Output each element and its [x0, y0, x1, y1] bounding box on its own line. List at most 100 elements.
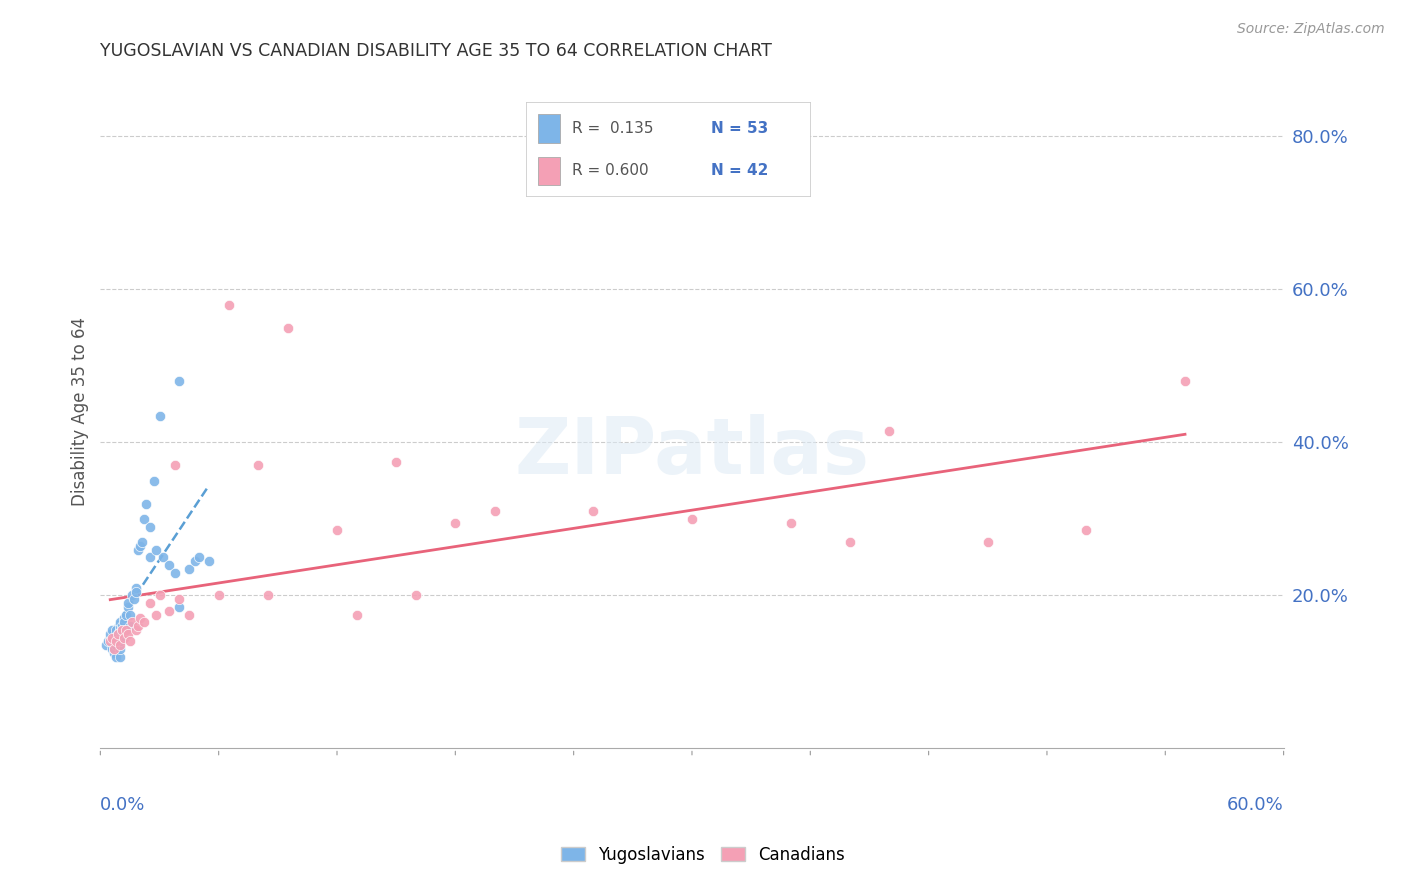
Point [138, 519, 160, 533]
Point [112, 631, 135, 645]
Point [107, 626, 129, 640]
Point [117, 626, 139, 640]
Point [108, 642, 131, 657]
Point [135, 497, 157, 511]
Point [977, 535, 1000, 549]
Point [148, 589, 170, 603]
Point [277, 320, 299, 334]
Point [101, 623, 124, 637]
Point [247, 458, 270, 473]
Point [145, 542, 167, 557]
Point [1174, 374, 1197, 388]
Point [105, 623, 128, 637]
Point [115, 623, 138, 637]
Point [125, 623, 148, 637]
Point [125, 584, 148, 599]
Point [118, 619, 141, 633]
Point [165, 458, 187, 473]
Point [103, 646, 125, 660]
Point [125, 581, 148, 595]
Point [444, 516, 467, 530]
Point [257, 589, 280, 603]
Point [208, 589, 231, 603]
Point [484, 504, 506, 518]
Point [96, 638, 118, 652]
Point [385, 454, 408, 468]
Point [138, 550, 160, 565]
Point [167, 599, 190, 614]
Point [582, 504, 605, 518]
Point [177, 607, 200, 622]
Point [108, 619, 131, 633]
Point [681, 512, 703, 526]
Point [198, 554, 221, 568]
Point [97, 634, 120, 648]
Point [145, 607, 167, 622]
Point [115, 623, 138, 637]
Point [107, 634, 129, 648]
Point [115, 607, 138, 622]
Point [188, 550, 211, 565]
Point [405, 589, 427, 603]
Point [131, 535, 153, 549]
Point [128, 539, 150, 553]
Point [108, 638, 131, 652]
Point [157, 558, 180, 572]
Point [121, 589, 143, 603]
Point [167, 374, 190, 388]
Point [218, 298, 240, 312]
Point [118, 634, 141, 648]
Point [121, 615, 143, 630]
Point [98, 631, 121, 645]
Point [112, 611, 135, 625]
Point [111, 623, 134, 637]
Point [779, 516, 801, 530]
Point [118, 607, 141, 622]
Legend: Yugoslavians, Canadians: Yugoslavians, Canadians [554, 839, 852, 871]
Point [105, 649, 128, 664]
Point [103, 631, 125, 645]
Point [877, 424, 900, 438]
Point [111, 623, 134, 637]
Point [117, 596, 139, 610]
Point [326, 524, 349, 538]
Point [101, 642, 124, 657]
Point [105, 638, 128, 652]
Point [108, 615, 131, 630]
Text: Source: ZipAtlas.com: Source: ZipAtlas.com [1237, 22, 1385, 37]
Point [838, 535, 860, 549]
Point [127, 619, 149, 633]
Point [177, 562, 200, 576]
Text: 60.0%: 60.0% [1227, 796, 1284, 814]
Point [167, 592, 190, 607]
Point [98, 626, 121, 640]
Point [117, 599, 139, 614]
Point [108, 649, 131, 664]
Point [346, 607, 368, 622]
Text: YUGOSLAVIAN VS CANADIAN DISABILITY AGE 35 TO 64 CORRELATION CHART: YUGOSLAVIAN VS CANADIAN DISABILITY AGE 3… [100, 42, 772, 60]
Point [101, 631, 124, 645]
Point [105, 634, 128, 648]
Point [127, 542, 149, 557]
Point [107, 626, 129, 640]
Point [108, 634, 131, 648]
Point [128, 611, 150, 625]
Point [132, 615, 155, 630]
Point [108, 623, 131, 637]
Text: 0.0%: 0.0% [100, 796, 146, 814]
Point [157, 604, 180, 618]
Text: ZIPatlas: ZIPatlas [515, 414, 869, 491]
Point [184, 554, 207, 568]
Point [148, 409, 170, 423]
Y-axis label: Disability Age 35 to 64: Disability Age 35 to 64 [72, 318, 89, 507]
Point [103, 642, 125, 657]
Point [111, 619, 134, 633]
Point [98, 634, 121, 648]
Point [152, 550, 174, 565]
Point [122, 592, 145, 607]
Point [103, 642, 125, 657]
Point [112, 615, 135, 630]
Point [1076, 524, 1098, 538]
Point [132, 512, 155, 526]
Point [142, 474, 165, 488]
